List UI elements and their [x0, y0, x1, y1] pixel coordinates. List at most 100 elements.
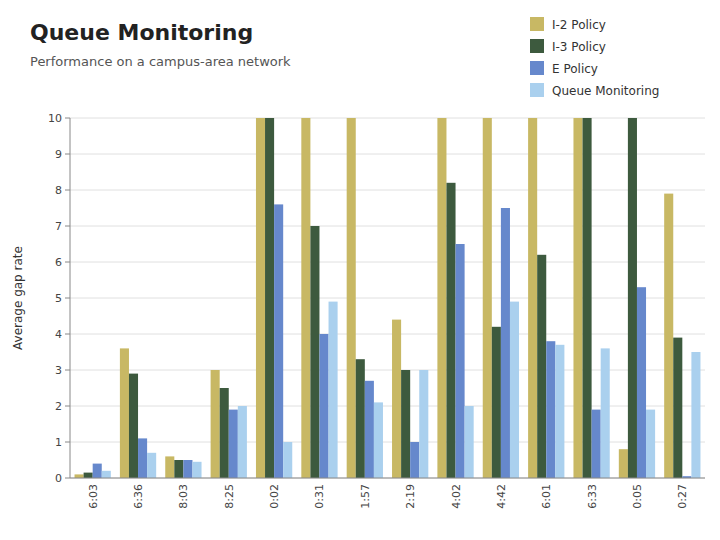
y-tick: [65, 370, 70, 371]
grid-line: [70, 190, 705, 191]
x-tick-label: 1:57: [359, 484, 372, 509]
bar: [555, 345, 564, 478]
bar: [510, 302, 519, 478]
y-tick-label: 10: [48, 112, 62, 125]
bar: [310, 226, 319, 478]
y-tick: [65, 118, 70, 119]
x-axis-line: [70, 478, 705, 479]
y-tick: [65, 334, 70, 335]
bar: [147, 453, 156, 478]
y-tick-label: 9: [55, 148, 62, 161]
x-tick-label: 4:02: [450, 484, 463, 509]
y-tick: [65, 298, 70, 299]
legend-swatch: [530, 61, 544, 75]
bar: [93, 464, 102, 478]
bar: [211, 370, 220, 478]
bar: [174, 460, 183, 478]
legend-label: I-3 Policy: [552, 40, 606, 54]
x-tick-label: 0:05: [631, 484, 644, 509]
bar: [301, 118, 310, 478]
bar: [283, 442, 292, 478]
bar: [492, 327, 501, 478]
legend-label: I-2 Policy: [552, 18, 606, 32]
x-tick-label: 6:33: [586, 484, 599, 509]
bar: [456, 244, 465, 478]
title: Queue Monitoring: [30, 20, 253, 45]
x-tick-label: 0:27: [676, 484, 689, 509]
bar: [392, 320, 401, 478]
x-tick-label: 4:42: [495, 484, 508, 509]
bar: [192, 462, 201, 478]
legend-swatch: [530, 83, 544, 97]
y-tick-label: 3: [55, 364, 62, 377]
x-tick-label: 2:19: [404, 484, 417, 509]
y-tick-label: 4: [55, 328, 62, 341]
bar: [401, 370, 410, 478]
bar: [229, 410, 238, 478]
x-tick-label: 6:36: [132, 484, 145, 509]
bar: [84, 473, 93, 478]
grid: [70, 118, 705, 478]
bar: [528, 118, 537, 478]
bar: [483, 118, 492, 478]
bar: [691, 352, 700, 478]
bar: [673, 338, 682, 478]
legend-swatch: [530, 17, 544, 31]
bar: [437, 118, 446, 478]
x-tick-label: 6:03: [87, 484, 100, 509]
y-tick: [65, 262, 70, 263]
bar: [537, 255, 546, 478]
legend-label: Queue Monitoring: [552, 84, 659, 98]
bar: [256, 118, 265, 478]
grid-line: [70, 262, 705, 263]
legend-label: E Policy: [552, 62, 598, 76]
y-tick: [65, 442, 70, 443]
legend: I-2 Policy I-3 Policy E Policy Queue Monito…: [530, 17, 659, 98]
grid-line: [70, 334, 705, 335]
bar: [583, 118, 592, 478]
y-tick: [65, 406, 70, 407]
x-tick-label: 6:01: [540, 484, 553, 509]
bar: [220, 388, 229, 478]
chart-svg: Queue MonitoringPerformance on a campus-…: [0, 0, 720, 540]
bar: [628, 118, 637, 478]
grid-line: [70, 154, 705, 155]
bar: [238, 406, 247, 478]
bar: [419, 370, 428, 478]
bar: [183, 460, 192, 478]
bars: [75, 118, 701, 478]
grid-line: [70, 226, 705, 227]
bar: [546, 341, 555, 478]
y-tick: [65, 226, 70, 227]
y-tick-label: 0: [55, 472, 62, 485]
y-axis-line: [70, 118, 71, 478]
bar: [573, 118, 582, 478]
bar: [465, 406, 474, 478]
legend-swatch: [530, 39, 544, 53]
bar: [501, 208, 510, 478]
y-tick-label: 6: [55, 256, 62, 269]
bar: [102, 471, 111, 478]
y-axis-label: Average gap rate: [11, 246, 25, 350]
x-tick-label: 0:31: [313, 484, 326, 509]
bar: [601, 348, 610, 478]
y-tick-label: 5: [55, 292, 62, 305]
x-tick-label: 8:03: [177, 484, 190, 509]
bar: [75, 474, 84, 478]
bar: [410, 442, 419, 478]
bar: [347, 118, 356, 478]
bar: [329, 302, 338, 478]
bar: [374, 402, 383, 478]
y-tick: [65, 154, 70, 155]
bar: [646, 410, 655, 478]
bar: [138, 438, 147, 478]
y-tick-label: 1: [55, 436, 62, 449]
bar: [274, 204, 283, 478]
bar: [637, 287, 646, 478]
bar: [165, 456, 174, 478]
chart-container: Queue MonitoringPerformance on a campus-…: [0, 0, 720, 540]
grid-line: [70, 298, 705, 299]
y-tick-label: 2: [55, 400, 62, 413]
y-tick-label: 8: [55, 184, 62, 197]
bar: [356, 359, 365, 478]
